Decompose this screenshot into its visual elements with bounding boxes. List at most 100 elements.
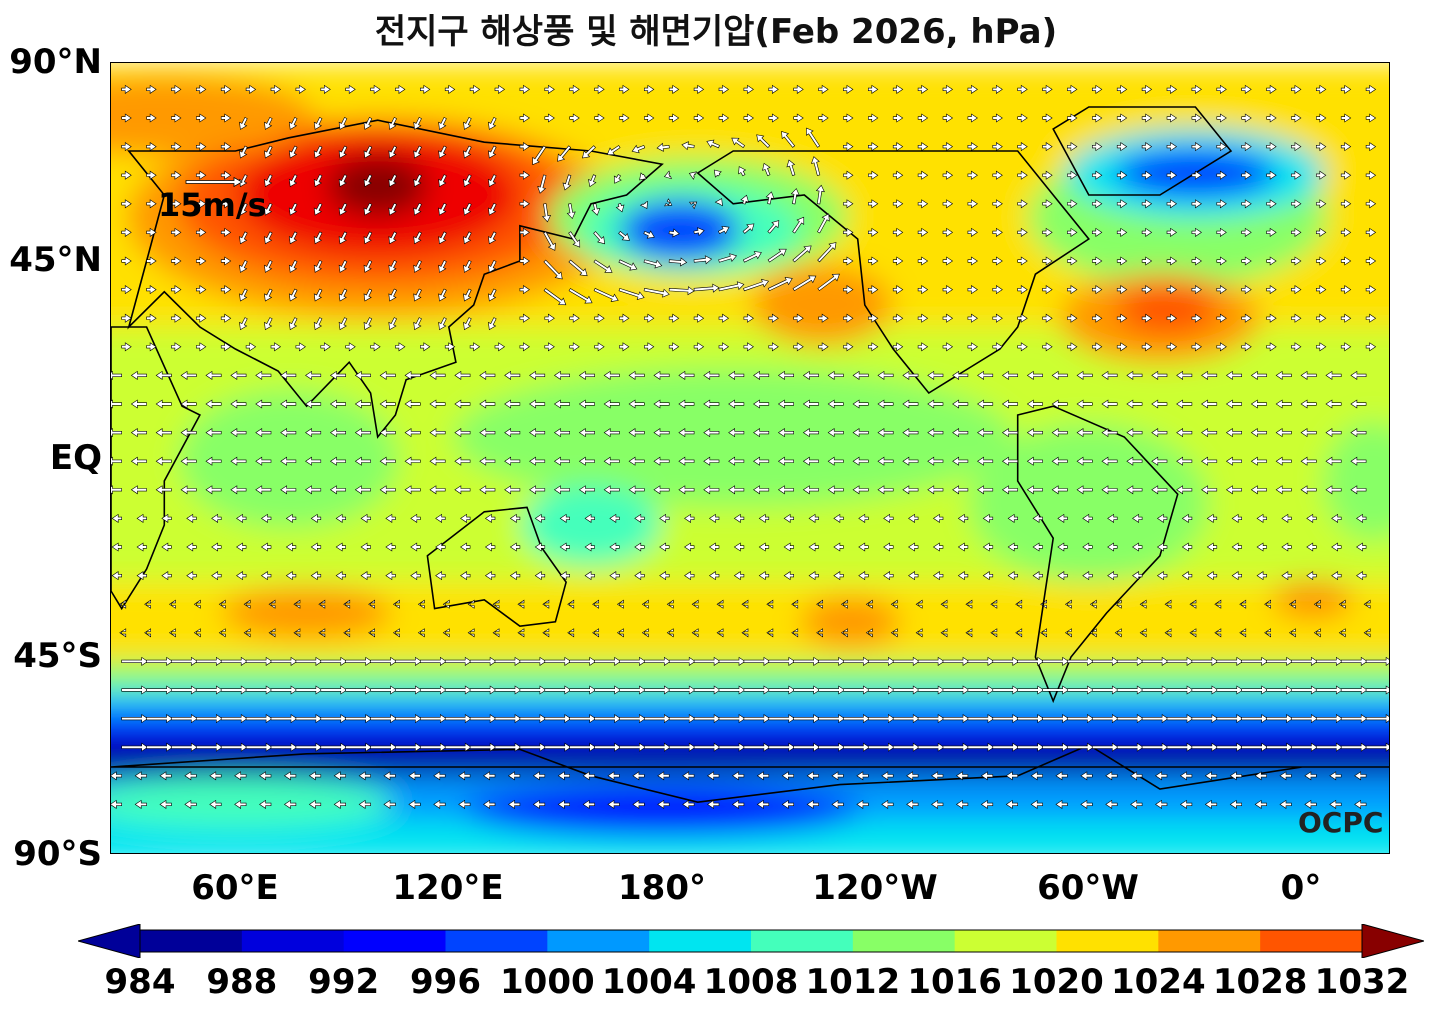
wind-arrow: [867, 742, 895, 752]
wind-arrow: [1239, 628, 1247, 638]
wind-arrow: [264, 117, 273, 130]
wind-arrow: [1365, 714, 1389, 724]
wind-arrow: [239, 117, 248, 130]
wind-arrow: [388, 145, 397, 159]
wind-arrow: [363, 145, 373, 159]
wind-arrow: [691, 628, 699, 638]
wind-arrow: [333, 799, 346, 809]
wind-arrow: [121, 742, 149, 752]
wind-arrow: [902, 370, 919, 380]
wind-arrow: [320, 742, 348, 752]
wind-arrow: [833, 542, 844, 552]
wind-arrow: [756, 771, 770, 781]
wind-arrow: [594, 714, 622, 724]
colorbar-bin: [343, 930, 446, 952]
wind-arrow: [1201, 428, 1218, 438]
wind-arrow: [1340, 685, 1368, 695]
wind-arrow: [121, 342, 132, 352]
wind-arrow: [144, 599, 151, 609]
wind-arrow: [1241, 256, 1252, 266]
wind-arrow: [792, 216, 805, 234]
colorbar-tick-label: 1008: [703, 962, 799, 1002]
wind-arrow: [1266, 714, 1294, 724]
wind-arrow: [395, 84, 406, 94]
wind-arrow: [270, 84, 282, 94]
wind-arrow: [559, 542, 571, 552]
wind-arrow: [1325, 428, 1342, 438]
wind-arrow: [1116, 656, 1144, 666]
wind-arrow: [1350, 485, 1367, 495]
wind-arrow: [569, 342, 580, 352]
wind-arrow: [1005, 771, 1019, 781]
wind-arrow: [509, 513, 521, 523]
wind-arrow: [643, 342, 655, 352]
wind-arrow: [1300, 370, 1317, 380]
pressure-region-coral-sea: [521, 485, 661, 565]
wind-arrow: [618, 259, 638, 271]
wind-arrow: [867, 142, 879, 152]
wind-arrow: [1001, 399, 1019, 409]
wind-arrow: [111, 428, 122, 438]
wind-arrow: [280, 428, 297, 438]
wind-arrow: [1281, 542, 1292, 552]
wind-arrow: [171, 313, 182, 323]
wind-arrow: [553, 428, 571, 438]
wind-arrow: [1089, 599, 1097, 609]
wind-arrow: [1316, 714, 1343, 724]
wind-arrow: [1001, 485, 1019, 495]
wind-arrow: [1042, 84, 1053, 94]
wind-arrow: [992, 256, 1003, 266]
wind-arrow: [818, 113, 829, 123]
wind-arrow: [768, 714, 796, 724]
wind-arrow: [817, 213, 830, 234]
wind-arrow: [345, 342, 356, 352]
wind-arrow: [544, 313, 555, 323]
wind-arrow: [980, 799, 994, 809]
wind-arrow: [305, 456, 322, 466]
wind-arrow: [806, 127, 821, 148]
wind-arrow: [146, 113, 157, 123]
wind-arrow: [1241, 685, 1269, 695]
wind-arrow: [220, 656, 248, 666]
wind-arrow: [395, 742, 422, 752]
wind-arrow: [793, 656, 821, 666]
wind-arrow: [1141, 199, 1153, 209]
pressure-center-siberian-high: [327, 156, 428, 217]
wind-arrow: [1067, 113, 1078, 123]
wind-arrow: [288, 117, 298, 130]
wind-arrow: [594, 656, 622, 666]
wind-arrow: [146, 84, 157, 94]
wind-arrow: [742, 251, 762, 263]
wind-arrow: [146, 142, 157, 152]
wind-arrow: [363, 231, 373, 245]
wind-arrow: [1201, 370, 1218, 380]
wind-arrow: [358, 771, 371, 781]
wind-arrow: [631, 144, 646, 154]
wind-arrow: [532, 145, 547, 166]
wind-arrow: [867, 84, 879, 94]
wind-arrow: [1325, 456, 1342, 466]
wind-arrow: [668, 84, 680, 94]
wind-arrow: [408, 799, 421, 809]
wind-arrow: [379, 485, 396, 495]
wind-arrow: [1151, 456, 1168, 466]
wind-arrow: [171, 256, 182, 266]
pressure-band-south-3: [111, 714, 1389, 728]
wind-arrow: [792, 275, 817, 292]
wind-arrow: [121, 199, 132, 209]
wind-arrow: [236, 513, 247, 523]
wind-arrow: [196, 142, 207, 152]
wind-arrow: [1204, 799, 1218, 809]
wind-arrow: [653, 428, 670, 438]
wind-arrow: [653, 456, 670, 466]
wind-arrow: [917, 84, 929, 94]
wind-arrow: [877, 428, 894, 438]
wind-arrow: [1001, 456, 1019, 466]
wind-arrow: [239, 317, 248, 331]
wind-arrow: [802, 399, 819, 409]
wind-arrow: [1101, 456, 1118, 466]
wind-arrow: [743, 656, 771, 666]
wind-arrow: [1141, 170, 1153, 180]
wind-arrow: [666, 628, 674, 638]
wind-arrow: [379, 399, 396, 409]
